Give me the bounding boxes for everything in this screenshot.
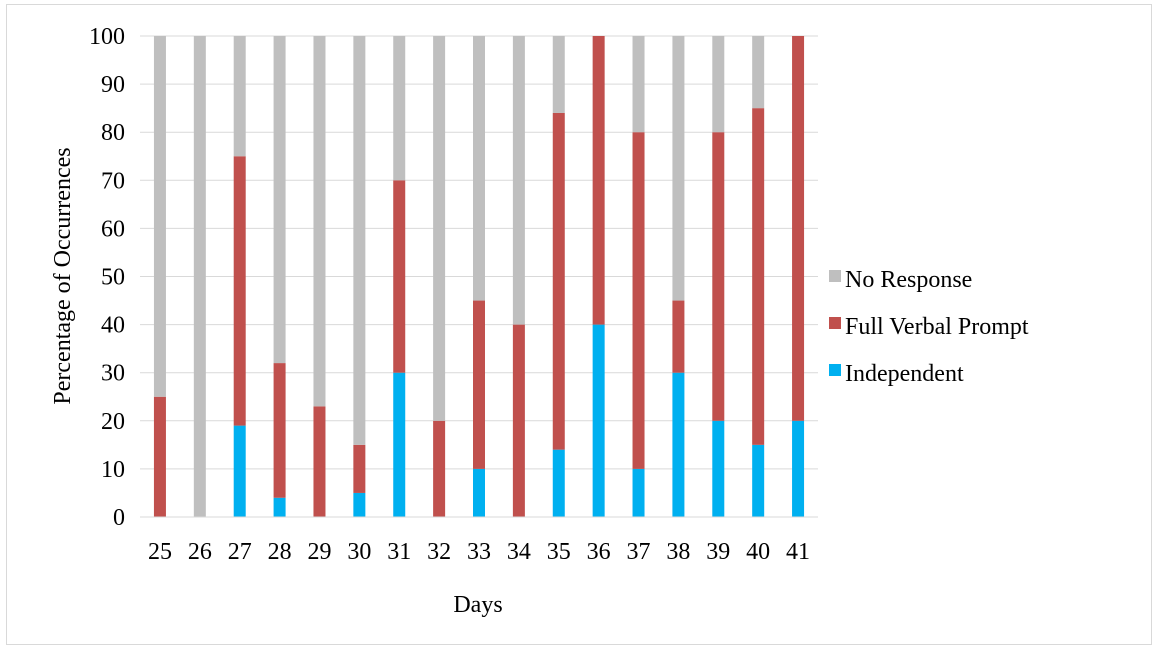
bar-segment-no-response (193, 36, 206, 517)
legend: No Response Full Verbal Prompt Independent (829, 267, 1029, 387)
bar-segment-full-verbal-prompt (552, 112, 565, 450)
legend-label: Full Verbal Prompt (845, 314, 1029, 340)
bar-segment-independent (233, 425, 246, 517)
bar-segment-independent (632, 468, 645, 517)
bar-segment-independent (393, 372, 406, 517)
x-tick-label: 38 (666, 539, 690, 565)
bar-segment-full-verbal-prompt (153, 396, 166, 517)
x-tick-label: 32 (427, 539, 451, 565)
legend-swatch-full-verbal-prompt (829, 317, 841, 329)
bar-segment-no-response (552, 36, 565, 113)
bar-segment-full-verbal-prompt (712, 132, 725, 421)
y-tick-label: 0 (113, 505, 125, 531)
bar-segment-full-verbal-prompt (393, 180, 406, 373)
legend-label: Independent (845, 361, 964, 387)
y-tick-label: 70 (101, 168, 125, 194)
bar-segment-full-verbal-prompt (592, 36, 605, 325)
y-tick-label: 50 (101, 265, 125, 291)
y-tick-label: 80 (101, 120, 125, 146)
bar-segment-independent (752, 444, 765, 517)
x-tick-label: 33 (467, 539, 491, 565)
x-tick-label: 36 (587, 539, 611, 565)
x-tick-label: 27 (228, 539, 252, 565)
bar-segment-no-response (473, 36, 485, 301)
y-tick-label: 60 (101, 216, 125, 242)
bar-segment-full-verbal-prompt (353, 444, 366, 493)
bar-segment-full-verbal-prompt (473, 300, 485, 469)
x-tick-label: 39 (706, 539, 730, 565)
bar-segment-full-verbal-prompt (512, 324, 525, 517)
bar-segment-full-verbal-prompt (233, 156, 246, 426)
bar-segment-independent (552, 449, 565, 517)
x-tick-label: 26 (188, 539, 212, 565)
bar-segment-no-response (433, 36, 446, 421)
bar-segment-no-response (512, 36, 525, 325)
y-axis-title: Percentage of Occurrences (50, 147, 76, 404)
legend-swatch-no-response (829, 270, 841, 282)
x-tick-label: 31 (387, 539, 411, 565)
y-tick-label: 20 (101, 409, 125, 435)
x-tick-label: 40 (746, 539, 770, 565)
bar-segment-full-verbal-prompt (672, 300, 685, 373)
x-tick-label: 28 (268, 539, 292, 565)
x-tick-label: 41 (786, 539, 810, 565)
x-tick-label: 37 (627, 539, 651, 565)
bar-segment-independent (672, 372, 685, 517)
x-tick-label: 29 (307, 539, 331, 565)
bar-segment-no-response (632, 36, 645, 133)
bar-segment-independent (353, 492, 366, 517)
y-tick-label: 40 (101, 313, 125, 339)
x-tick-label: 30 (347, 539, 371, 565)
y-tick-labels: 0 10 20 30 40 50 60 70 80 90 100 (89, 24, 125, 531)
bar-segment-no-response (712, 36, 725, 133)
legend-label: No Response (845, 267, 972, 293)
bar-segment-full-verbal-prompt (273, 363, 286, 498)
bar-segment-no-response (273, 36, 286, 364)
bar-segment-no-response (353, 36, 366, 445)
bar-segment-independent (273, 497, 286, 517)
legend-swatch-independent (829, 364, 841, 376)
bar-segment-no-response (313, 36, 326, 407)
y-tick-label: 30 (101, 361, 125, 387)
bar-segment-full-verbal-prompt (792, 36, 805, 421)
bar-segment-no-response (752, 36, 765, 109)
bar-segment-full-verbal-prompt (752, 108, 765, 445)
x-tick-label: 34 (507, 539, 531, 565)
bar-segment-independent (712, 420, 725, 517)
bar-segment-full-verbal-prompt (313, 406, 326, 517)
x-tick-label: 35 (547, 539, 571, 565)
bar-segment-independent (473, 468, 485, 517)
bar-segment-independent (592, 324, 605, 517)
bar-segment-no-response (233, 36, 246, 157)
bar-segment-independent (792, 420, 805, 517)
bars (153, 36, 805, 517)
x-tick-labels: 25 26 27 28 29 30 31 32 33 34 35 36 37 38 39 40 41 (148, 539, 810, 565)
y-tick-label: 90 (101, 72, 125, 98)
bar-segment-full-verbal-prompt (433, 420, 446, 517)
x-tick-label: 25 (148, 539, 172, 565)
bar-segment-no-response (672, 36, 685, 301)
y-tick-label: 100 (89, 24, 125, 50)
bar-segment-no-response (393, 36, 406, 181)
bar-segment-full-verbal-prompt (632, 132, 645, 469)
y-tick-label: 10 (101, 457, 125, 483)
bar-segment-no-response (153, 36, 166, 397)
x-axis-title: Days (453, 592, 502, 618)
